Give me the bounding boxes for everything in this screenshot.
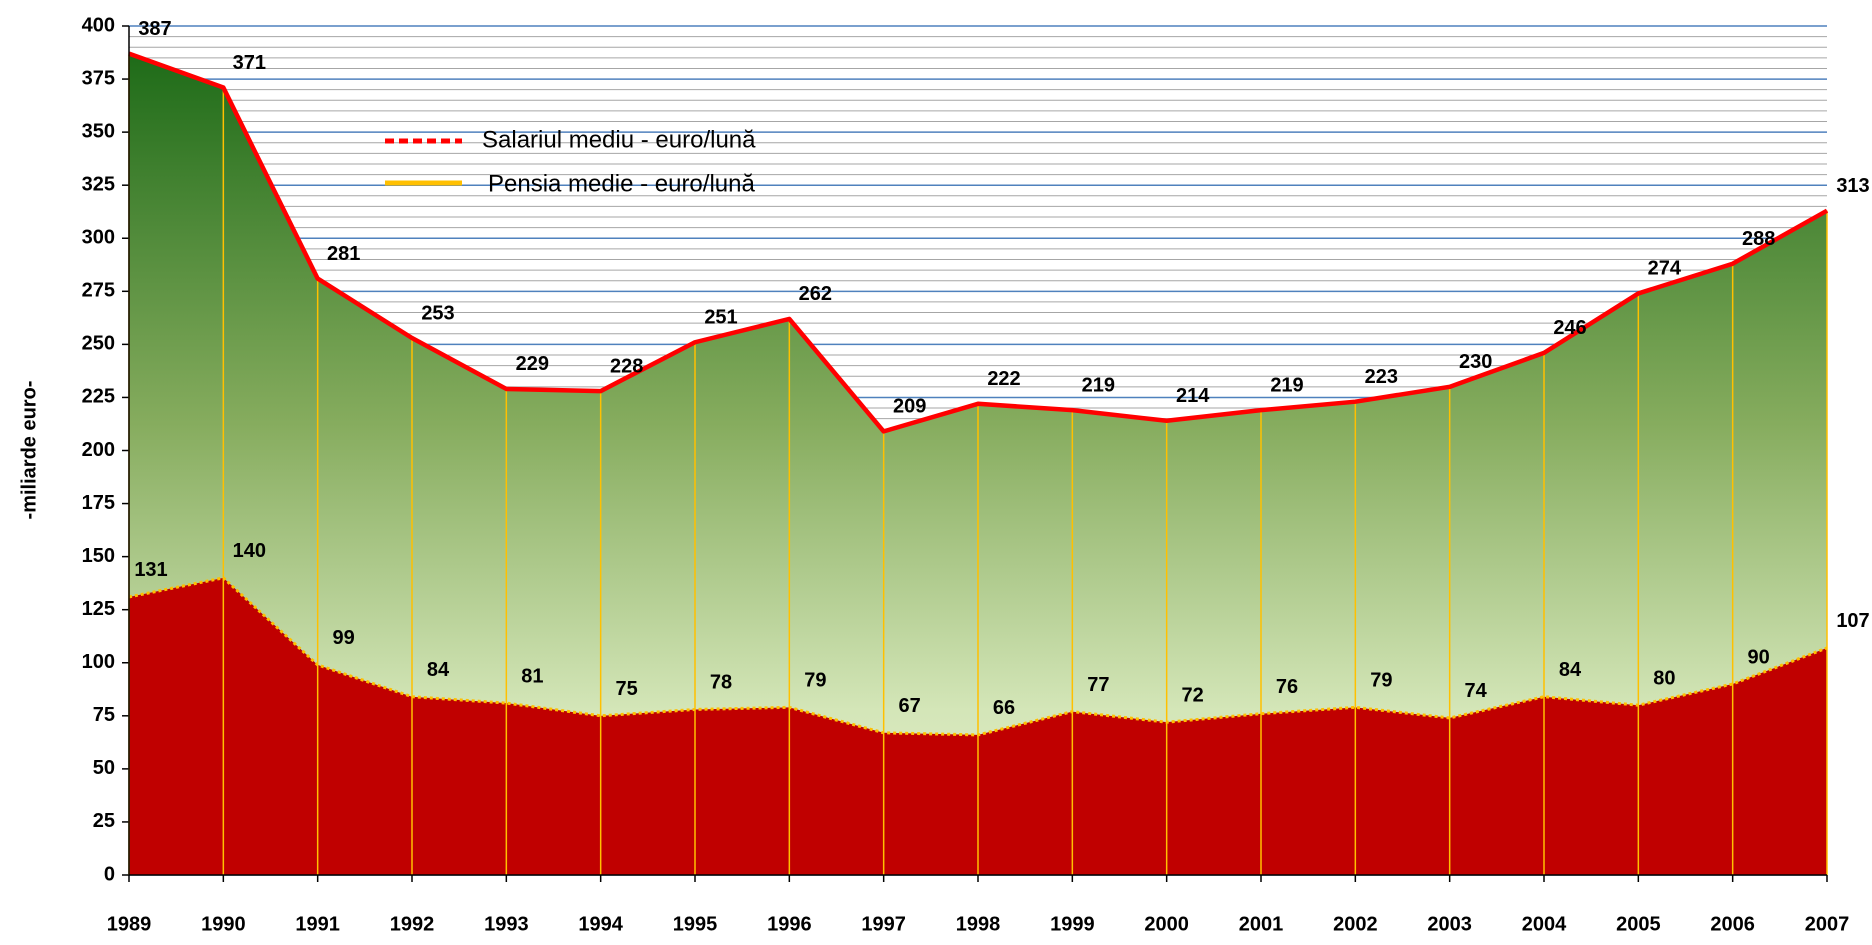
pension-value-label: 78	[710, 672, 732, 694]
salary-value-label: 228	[610, 355, 643, 377]
salary-value-label: 214	[1176, 385, 1210, 407]
labels: 0 25 50 75 100 125 150 175 200 225 250 275 300 325 350…	[82, 14, 1870, 935]
y-tick-label: 50	[93, 757, 115, 779]
x-tick-label: 2003	[1427, 913, 1472, 935]
x-tick-label: 2006	[1710, 913, 1755, 935]
pension-value-label: 131	[134, 559, 167, 581]
x-tick-label: 1989	[107, 913, 152, 935]
salary-value-label: 251	[704, 307, 737, 329]
x-tick-label: 1993	[484, 913, 529, 935]
salary-value-label: 246	[1553, 317, 1586, 339]
salary-value-label: 281	[327, 243, 360, 265]
salary-value-label: 209	[893, 396, 926, 418]
pension-value-label: 80	[1653, 667, 1675, 689]
legend-label: Salariul mediu - euro/lună	[482, 126, 756, 153]
salary-value-label: 223	[1365, 366, 1398, 388]
pension-line	[128, 576, 1828, 737]
pension-value-label: 84	[427, 659, 450, 681]
pension-value-label: 72	[1182, 684, 1204, 706]
x-tick-label: 1999	[1050, 913, 1095, 935]
pension-value-label: 66	[993, 697, 1015, 719]
x-tick-label: 2005	[1616, 913, 1661, 935]
salary-value-label: 371	[233, 52, 266, 74]
pension-value-label: 90	[1748, 646, 1770, 668]
y-tick-label: 100	[82, 651, 115, 673]
y-tick-label: 275	[82, 280, 115, 302]
marks	[128, 26, 1829, 882]
x-tick-label: 1997	[861, 913, 906, 935]
x-tick-label: 1995	[673, 913, 718, 935]
x-tick-label: 2000	[1144, 913, 1189, 935]
y-tick-label: 75	[93, 704, 115, 726]
salary-value-label: 288	[1742, 228, 1775, 250]
y-tick-label: 375	[82, 67, 115, 89]
y-tick-label: 0	[104, 863, 115, 885]
y-axis-label: -miliarde euro-	[18, 381, 40, 520]
x-tick-label: 2002	[1333, 913, 1378, 935]
salary-value-label: 229	[516, 353, 549, 375]
pension-value-label: 81	[521, 665, 543, 687]
pension-value-label: 99	[333, 627, 355, 649]
pension-value-label: 74	[1465, 680, 1488, 702]
pension-area	[129, 577, 1827, 875]
pension-value-label: 79	[1370, 670, 1392, 692]
salary-value-label: 219	[1082, 374, 1115, 396]
salary-value-label: 274	[1648, 258, 1682, 280]
y-tick-label: 325	[82, 173, 115, 195]
y-tick-label: 125	[82, 598, 115, 620]
pension-value-label: 84	[1559, 659, 1582, 681]
x-tick-label: 1992	[390, 913, 435, 935]
x-tick-label: 1998	[956, 913, 1001, 935]
pension-value-label: 67	[899, 695, 921, 717]
salary-value-label: 222	[987, 368, 1020, 390]
y-tick-label: 175	[82, 492, 115, 514]
y-tick-label: 350	[82, 120, 115, 142]
salary-value-label: 230	[1459, 351, 1492, 373]
y-tick-label: 225	[82, 386, 115, 408]
salary-value-label: 262	[799, 283, 832, 305]
y-tick-label: 400	[82, 14, 115, 36]
y-tick-label: 150	[82, 545, 115, 567]
x-tick-label: 2004	[1522, 913, 1567, 935]
salary-value-label: 313	[1836, 175, 1869, 197]
pension-value-label: 76	[1276, 676, 1298, 698]
pension-value-label: 140	[233, 540, 266, 562]
pension-value-label: 79	[804, 670, 826, 692]
y-tick-label: 200	[82, 439, 115, 461]
x-tick-label: 1991	[295, 913, 340, 935]
pension-value-label: 107	[1836, 610, 1869, 632]
x-tick-label: 2007	[1805, 913, 1850, 935]
salary-value-label: 219	[1270, 374, 1303, 396]
x-tick-label: 2001	[1239, 913, 1284, 935]
x-tick-label: 1994	[578, 913, 623, 935]
pension-value-label: 75	[616, 678, 638, 700]
y-tick-label: 25	[93, 810, 115, 832]
pension-value-label: 77	[1087, 674, 1109, 696]
y-tick-label: 300	[82, 227, 115, 249]
legend-label: Pensia medie - euro/lună	[488, 170, 755, 197]
y-tick-label: 250	[82, 333, 115, 355]
salary-value-label: 387	[138, 18, 171, 40]
x-tick-label: 1996	[767, 913, 812, 935]
salary-value-label: 253	[421, 302, 454, 324]
salary-line	[128, 51, 1829, 434]
x-tick-label: 1990	[201, 913, 246, 935]
